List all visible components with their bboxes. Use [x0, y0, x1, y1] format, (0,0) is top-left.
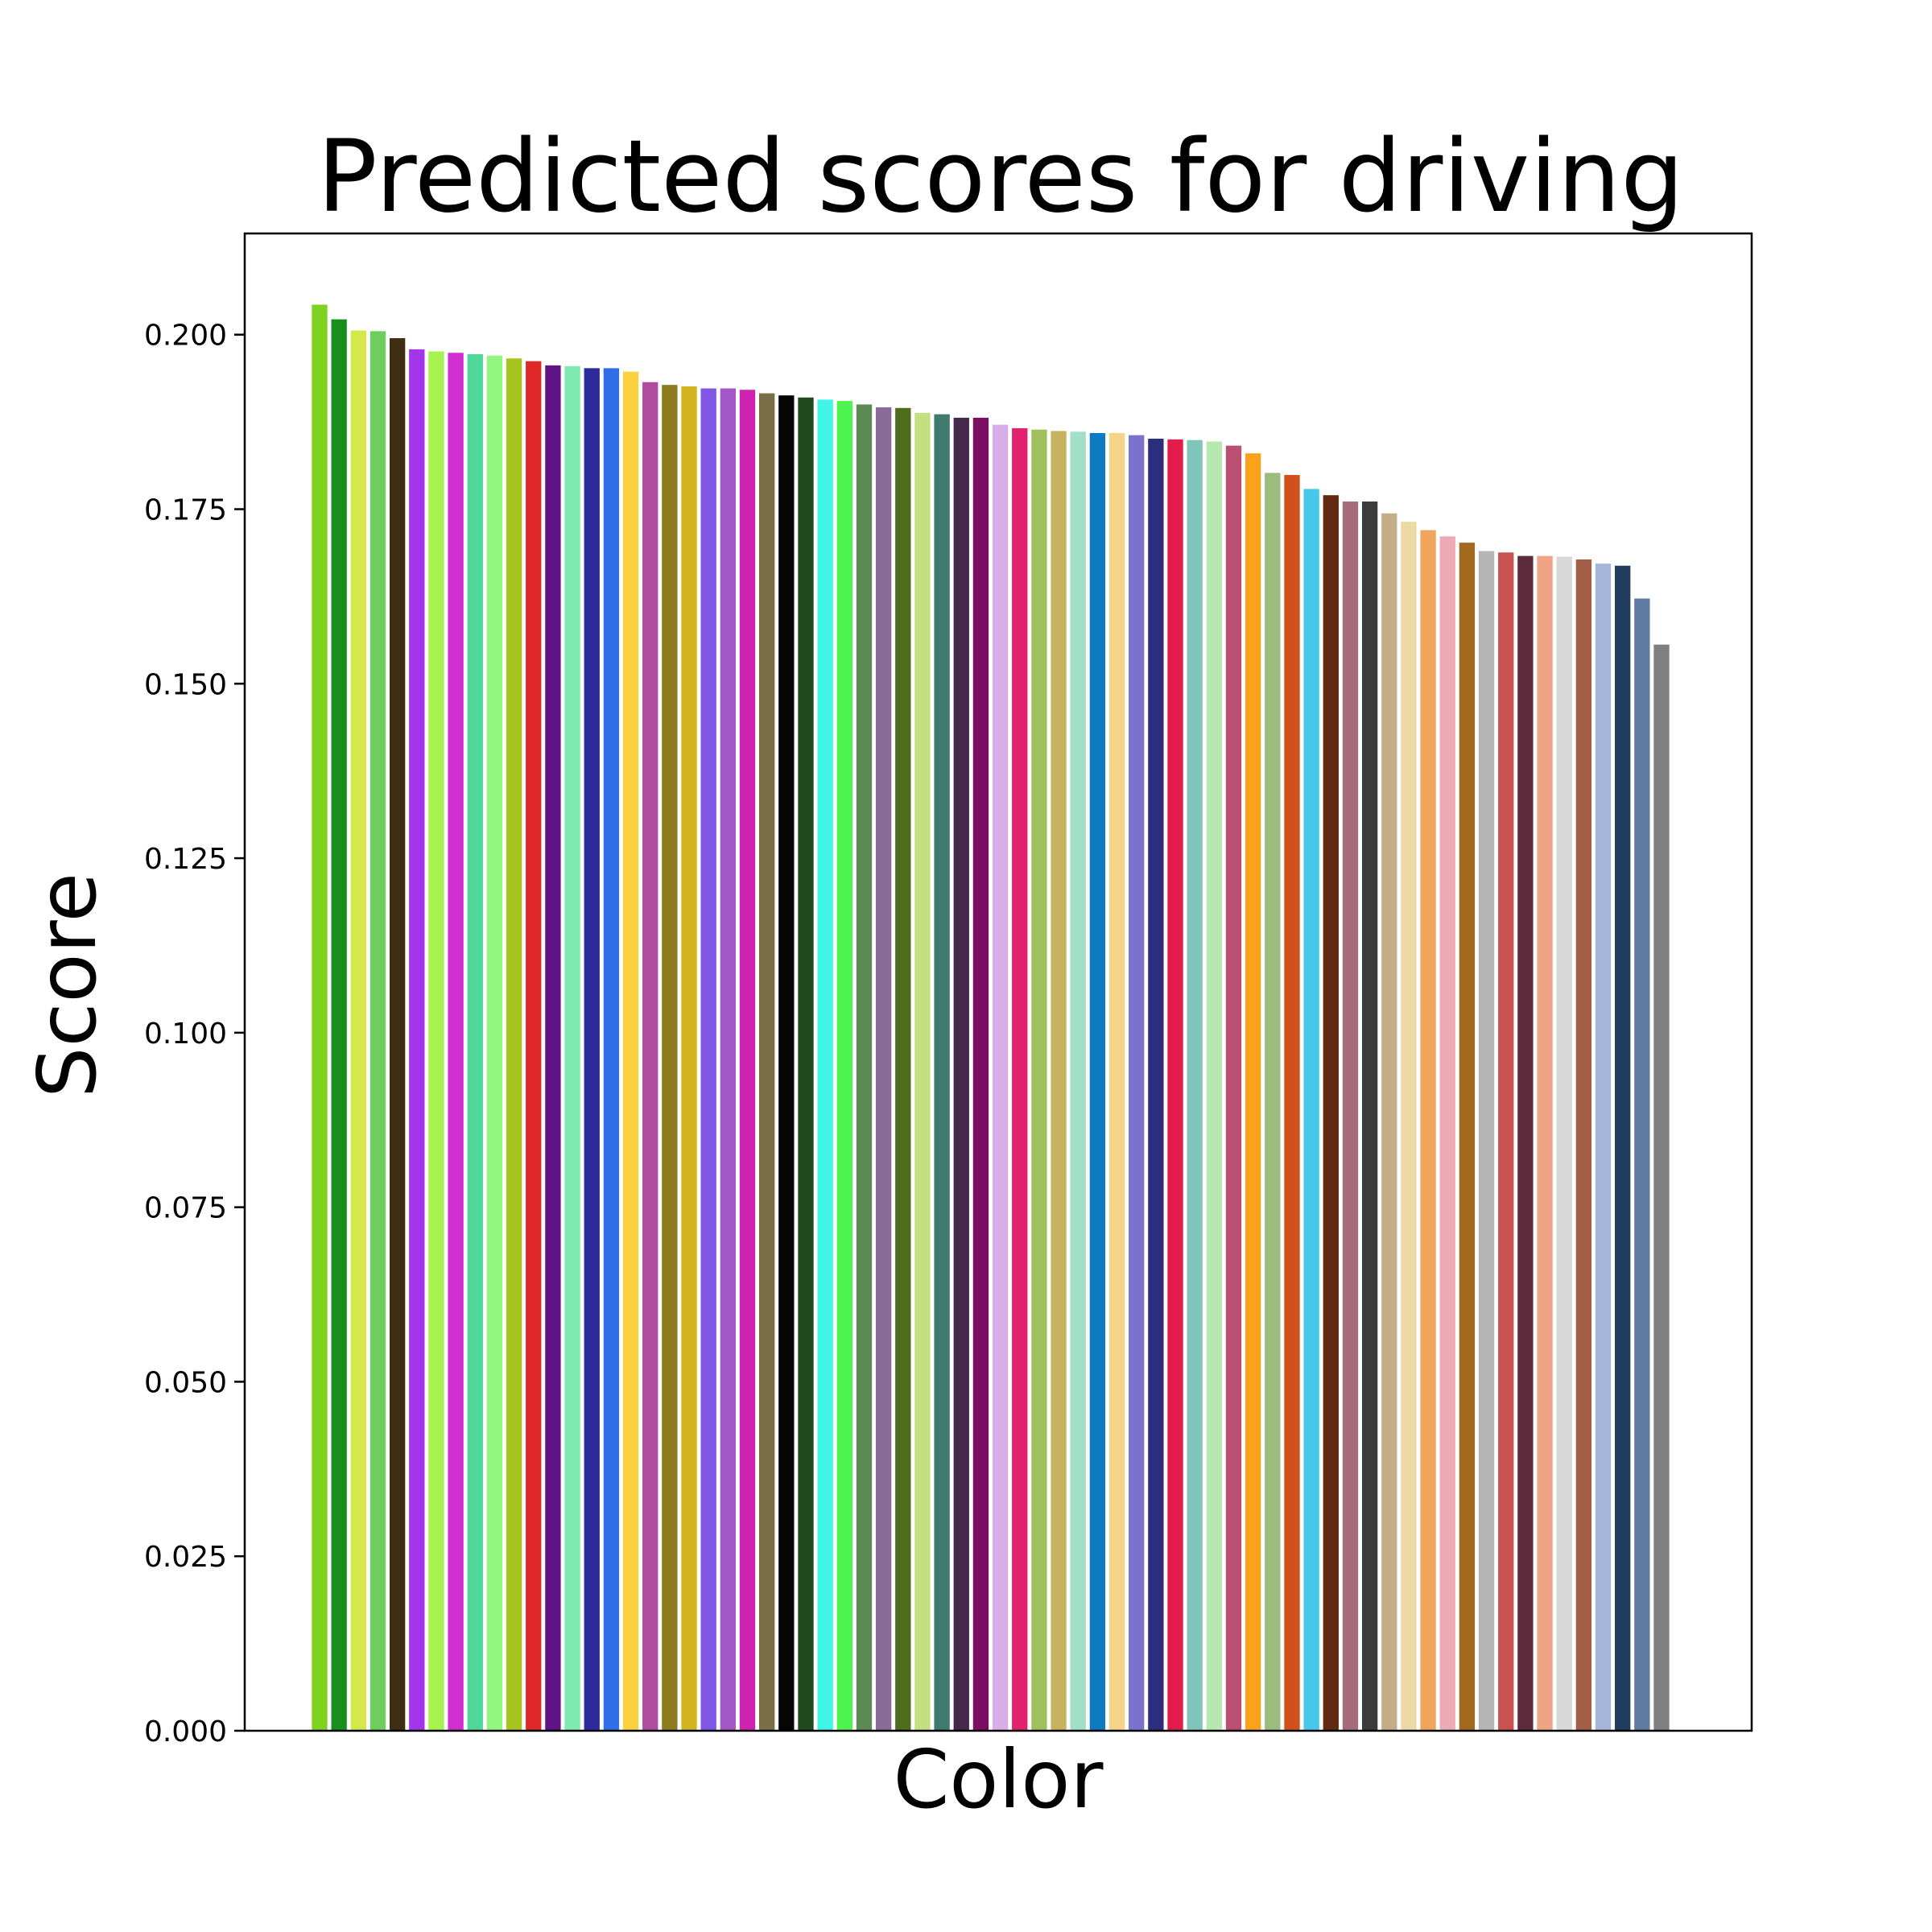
bar: [1556, 556, 1572, 1731]
bar: [1478, 551, 1495, 1731]
bar: [622, 371, 639, 1732]
bar: [1284, 475, 1300, 1731]
bar: [759, 393, 775, 1731]
bar: [584, 368, 600, 1731]
bar: [467, 354, 483, 1731]
x-axis-label: Color: [893, 1732, 1104, 1827]
bar: [972, 417, 989, 1732]
bar: [486, 355, 503, 1731]
y-tick-label: 0.050: [144, 1366, 227, 1399]
bar: [875, 407, 892, 1731]
bar: [1439, 536, 1455, 1731]
bar: [1051, 431, 1067, 1731]
bar: [817, 399, 833, 1731]
bar: [564, 365, 580, 1731]
bar: [798, 397, 814, 1731]
bar: [1361, 501, 1378, 1731]
bar: [739, 390, 756, 1731]
bar: [1070, 431, 1086, 1731]
bar: [1129, 435, 1145, 1731]
bar: [1245, 453, 1261, 1731]
y-tick-label: 0.025: [144, 1541, 227, 1574]
bar: [526, 361, 542, 1732]
bar: [389, 338, 406, 1731]
bar: [1498, 552, 1514, 1731]
bar: [409, 349, 425, 1732]
bar: [350, 330, 366, 1731]
bar: [369, 331, 386, 1731]
bar: [1420, 530, 1436, 1731]
bar-group: [312, 304, 1670, 1732]
bar: [1517, 555, 1534, 1731]
y-tick-label: 0.000: [144, 1715, 227, 1748]
bar: [1089, 433, 1106, 1731]
plot-frame: [243, 232, 1753, 1732]
bar: [642, 382, 658, 1732]
bar: [1595, 564, 1612, 1731]
bar: [662, 385, 678, 1731]
bar: [1187, 440, 1203, 1732]
bar: [856, 404, 873, 1732]
bar: [1459, 543, 1476, 1731]
bar: [1148, 438, 1164, 1732]
bar: [545, 365, 561, 1731]
bar: [836, 401, 852, 1731]
y-tick-label: 0.100: [144, 1018, 227, 1051]
bar: [992, 424, 1009, 1731]
bar: [778, 395, 795, 1731]
bar: [700, 388, 716, 1731]
y-tick-label: 0.075: [144, 1192, 227, 1225]
bar: [681, 386, 697, 1731]
y-tick-label: 0.175: [144, 494, 227, 527]
bar: [1634, 598, 1650, 1731]
bar: [895, 407, 911, 1731]
bar: [1323, 495, 1339, 1732]
bar: [1225, 445, 1242, 1731]
bar: [331, 319, 347, 1731]
bar: [1265, 473, 1281, 1732]
bar: [1653, 644, 1670, 1731]
bar: [603, 368, 620, 1731]
bar: [914, 412, 931, 1731]
bar: [934, 414, 950, 1731]
y-tick-label: 0.125: [144, 843, 227, 876]
bar: [1206, 441, 1222, 1732]
bar: [506, 358, 522, 1732]
y-axis-label: Score: [20, 873, 114, 1098]
y-tick-label: 0.150: [144, 668, 227, 701]
bar: [1537, 555, 1553, 1731]
bar: [1381, 513, 1397, 1731]
bar: [1031, 429, 1047, 1732]
chart-title: Predicted scores for driving: [317, 119, 1684, 235]
bar: [1108, 433, 1125, 1731]
bar: [1615, 565, 1631, 1731]
bar: [1401, 522, 1417, 1731]
y-axis: 0.000 0.025 0.050 0.075 0.100 0.125 0.150 0.175…: [144, 320, 245, 1748]
bar: [953, 417, 969, 1732]
bar: [312, 304, 328, 1732]
bar: [1575, 559, 1592, 1732]
bar: [428, 351, 444, 1731]
bar: [720, 388, 737, 1731]
bar: [1167, 439, 1183, 1731]
bar: [1342, 501, 1359, 1731]
bar: [1012, 427, 1028, 1732]
bar: [1303, 489, 1319, 1731]
y-tick-label: 0.200: [144, 320, 227, 353]
bar: [448, 353, 464, 1731]
